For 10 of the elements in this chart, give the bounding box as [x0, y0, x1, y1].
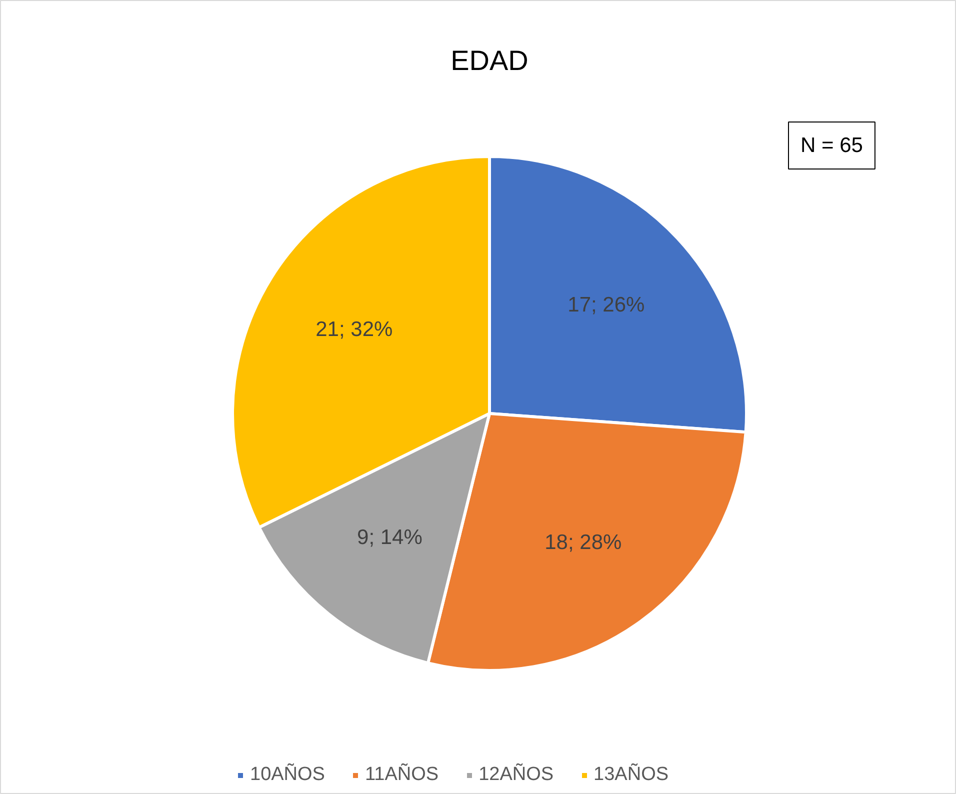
- data-label: 18; 28%: [544, 530, 622, 554]
- data-label: 9; 14%: [357, 526, 422, 550]
- legend-label: 11AÑOS: [364, 764, 439, 786]
- legend-label: 12AÑOS: [478, 764, 554, 786]
- data-label: 21; 32%: [316, 318, 393, 341]
- chart-title: EDAD: [450, 45, 528, 76]
- text: N = 65: [800, 134, 863, 157]
- legend-label: 10AÑOS: [250, 764, 325, 786]
- data-label: 17; 26%: [568, 293, 645, 316]
- legend-label: 13AÑOS: [594, 764, 669, 786]
